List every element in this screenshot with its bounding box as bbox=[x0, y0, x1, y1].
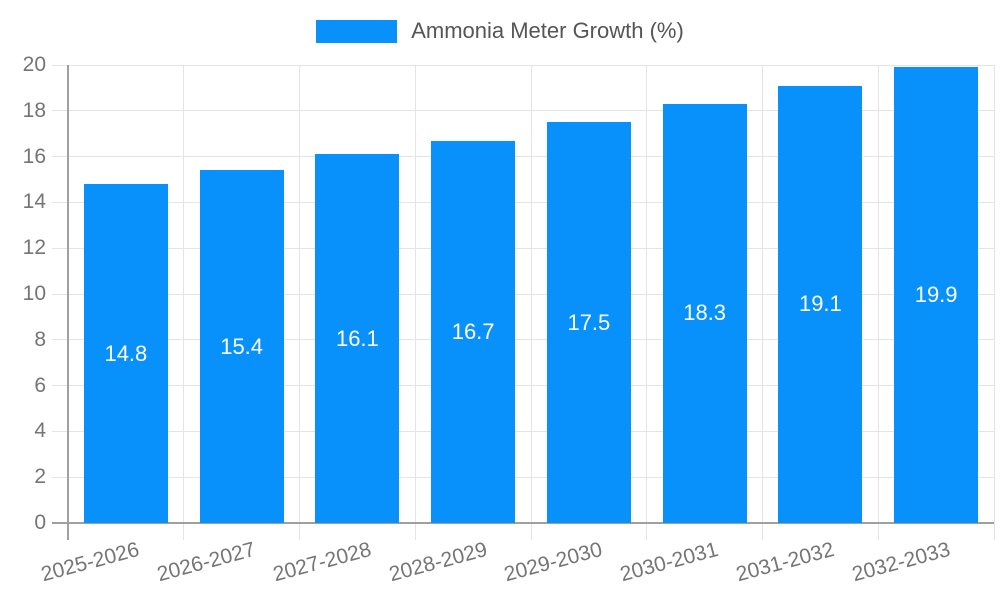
y-axis-tick-label: 6 bbox=[34, 373, 46, 397]
grid-line-vertical bbox=[877, 65, 879, 540]
x-axis-tick-label: 2030-2031 bbox=[617, 537, 721, 587]
grid-line-horizontal bbox=[52, 201, 994, 203]
grid-line-vertical bbox=[530, 65, 532, 540]
legend: Ammonia Meter Growth (%) bbox=[0, 18, 1000, 44]
grid-line-horizontal bbox=[52, 247, 994, 249]
grid-line-horizontal bbox=[52, 156, 994, 158]
grid-line-horizontal bbox=[52, 339, 994, 341]
bar[interactable]: 19.1 bbox=[778, 85, 863, 523]
x-axis-tick-label: 2032-2033 bbox=[849, 537, 953, 587]
bar[interactable]: 14.8 bbox=[83, 184, 168, 523]
y-axis-tick-label: 14 bbox=[22, 190, 46, 214]
x-axis-tick-label: 2025-2026 bbox=[39, 537, 143, 587]
x-axis-tick-label: 2031-2032 bbox=[733, 537, 837, 587]
legend-item[interactable]: Ammonia Meter Growth (%) bbox=[316, 18, 684, 44]
grid-line-horizontal bbox=[52, 110, 994, 112]
y-axis-tick-label: 8 bbox=[34, 327, 46, 351]
legend-label: Ammonia Meter Growth (%) bbox=[411, 18, 684, 43]
legend-swatch bbox=[316, 19, 398, 43]
grid-line-horizontal bbox=[52, 64, 994, 66]
x-axis-tick-label: 2026-2027 bbox=[154, 537, 258, 587]
y-axis-tick-label: 10 bbox=[22, 282, 46, 305]
grid-line-vertical bbox=[762, 65, 763, 540]
y-axis-tick-label: 18 bbox=[22, 98, 46, 122]
y-axis-line bbox=[67, 65, 69, 540]
bar-value-label: 17.5 bbox=[567, 309, 611, 335]
y-axis-tick-label: 20 bbox=[22, 53, 46, 76]
bar-value-label: 16.7 bbox=[451, 318, 495, 344]
grid-line-vertical bbox=[299, 65, 300, 540]
x-axis-tick-label: 2029-2030 bbox=[502, 537, 606, 587]
grid-line-horizontal bbox=[52, 430, 994, 432]
bar-value-label: 15.4 bbox=[220, 333, 264, 359]
bar[interactable]: 16.7 bbox=[431, 140, 516, 523]
grid-line-vertical bbox=[183, 65, 185, 540]
x-axis-tick-label: 2028-2029 bbox=[386, 537, 490, 587]
y-axis-tick-label: 2 bbox=[34, 465, 46, 489]
bar[interactable]: 17.5 bbox=[546, 122, 631, 523]
bar[interactable]: 18.3 bbox=[662, 103, 747, 523]
grid-line-vertical bbox=[646, 65, 648, 540]
grid-line-vertical bbox=[993, 65, 995, 540]
bar[interactable]: 15.4 bbox=[199, 170, 284, 523]
bar-value-label: 19.9 bbox=[914, 282, 958, 308]
x-axis-tick-label: 2027-2028 bbox=[270, 537, 374, 587]
grid-line-horizontal bbox=[52, 385, 994, 387]
y-axis-tick-label: 4 bbox=[34, 419, 46, 443]
bar-value-label: 16.1 bbox=[335, 325, 379, 351]
grid-line-horizontal bbox=[52, 293, 994, 295]
y-axis-tick-label: 16 bbox=[22, 144, 46, 168]
y-axis-tick-label: 0 bbox=[34, 511, 46, 534]
y-axis-tick-label: 12 bbox=[22, 236, 46, 260]
bar-value-label: 19.1 bbox=[798, 291, 842, 317]
bar-value-label: 14.8 bbox=[104, 340, 148, 366]
bar[interactable]: 16.1 bbox=[315, 154, 400, 523]
x-axis-line bbox=[52, 522, 994, 524]
grid-line-vertical bbox=[414, 65, 416, 540]
bar-value-label: 18.3 bbox=[683, 300, 727, 326]
bar[interactable]: 19.9 bbox=[894, 67, 979, 523]
grid-line-horizontal bbox=[52, 476, 994, 478]
